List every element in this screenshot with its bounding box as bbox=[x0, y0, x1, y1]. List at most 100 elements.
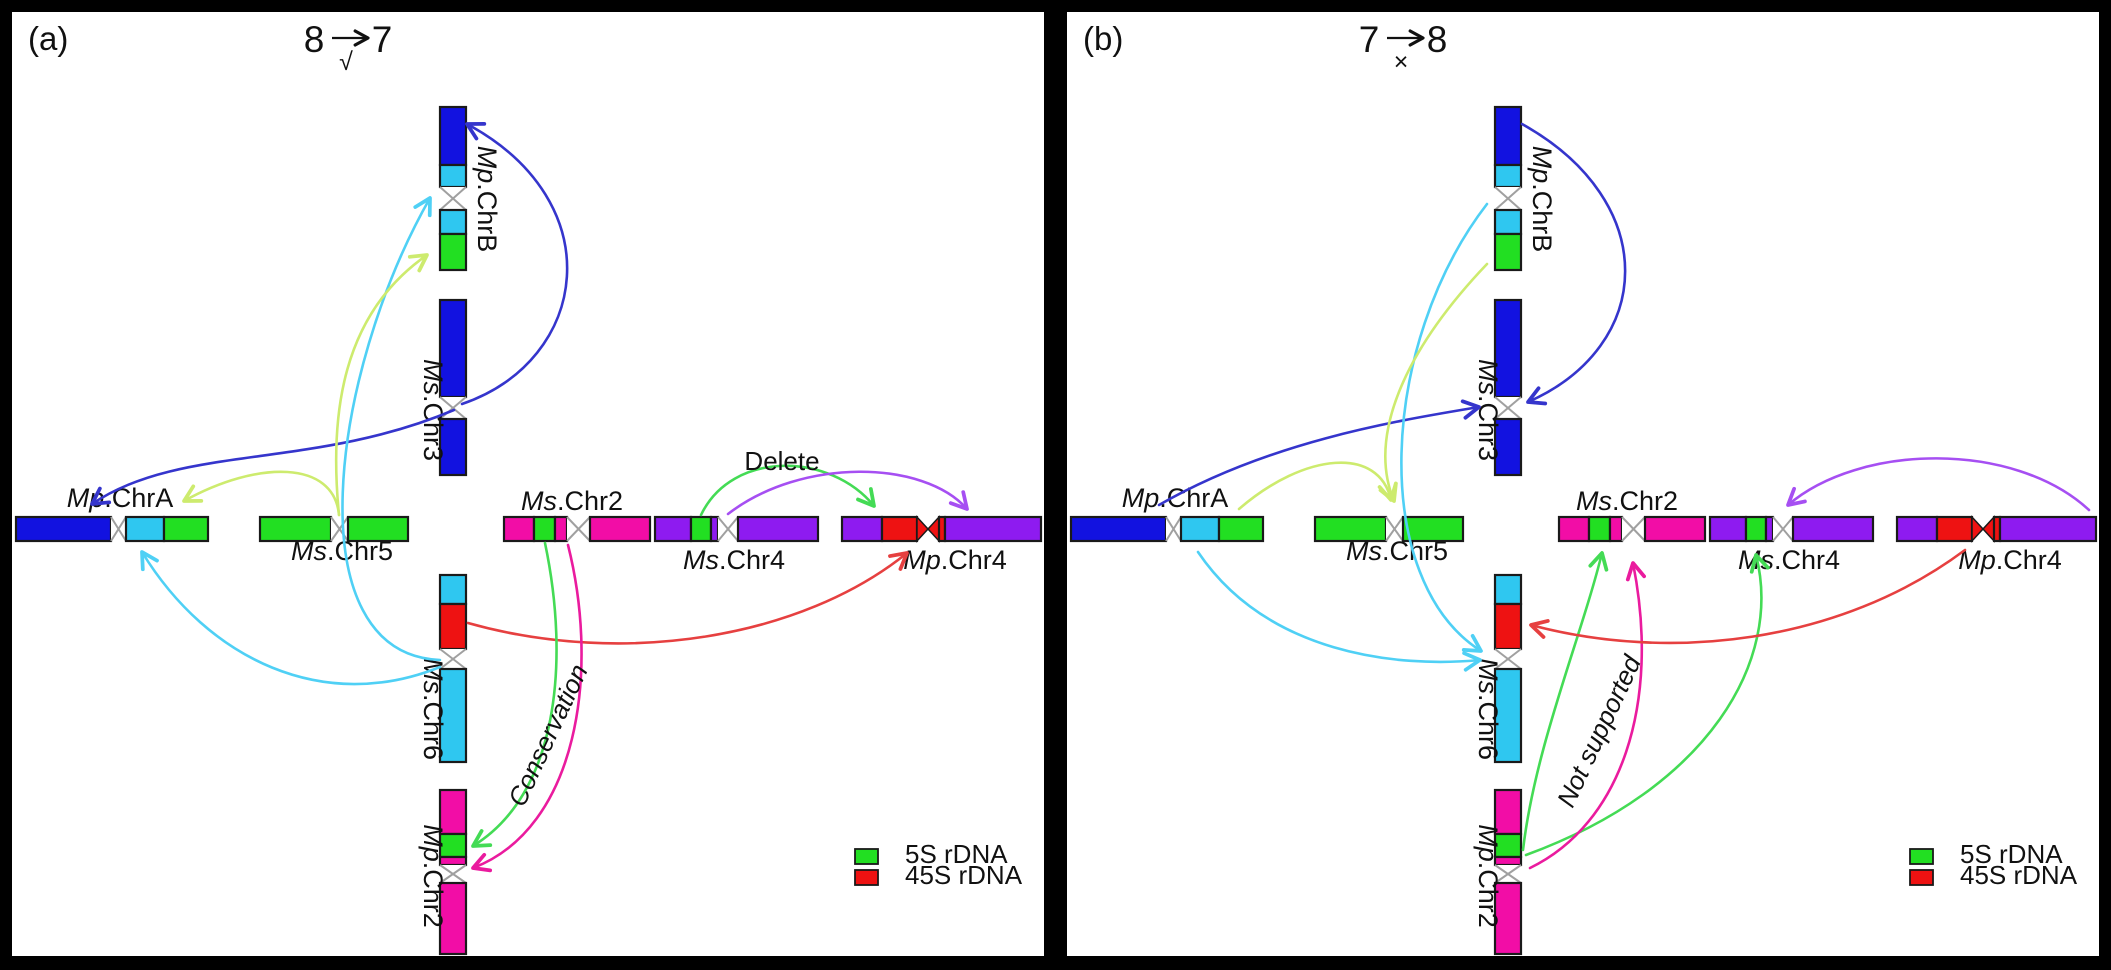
chromosome-mp-chrb bbox=[1493, 105, 1523, 272]
legend-swatch-red bbox=[854, 869, 879, 886]
arrow-green-6 bbox=[699, 464, 876, 517]
centromere-x-line bbox=[439, 864, 467, 884]
chromosome-mp-chra bbox=[14, 515, 210, 543]
ms-chr4-label: Ms.Chr4 bbox=[683, 545, 785, 575]
arrows-layer bbox=[1157, 122, 2091, 870]
chromosome-segment-blue bbox=[1069, 515, 1168, 543]
arrow-yellowgreen-5 bbox=[182, 470, 341, 517]
ms-chr2-label: Ms.Chr2 bbox=[1576, 486, 1678, 516]
chromosome-ms-chr6 bbox=[438, 573, 468, 764]
panel-b: (b) 7 × 8 Mp.ChrB Ms.Chr3 Ms.Chr6 Mp.Chr2 Mp.Chr… bbox=[1063, 8, 2103, 960]
arrow-yellowgreen-4 bbox=[334, 253, 429, 517]
chromosome-segment-green bbox=[346, 515, 410, 543]
chromosome-segment-green bbox=[162, 515, 210, 543]
arrow-cyan-3 bbox=[140, 550, 442, 686]
chromosome-ms-chr2 bbox=[502, 515, 652, 543]
arrow-cyan-2 bbox=[1400, 202, 1489, 653]
chromosome-segment-purple bbox=[943, 515, 1043, 543]
chromosome-segment-blue bbox=[438, 105, 468, 167]
chromosome-segment-magenta bbox=[588, 515, 652, 543]
arrow-magenta-8 bbox=[1528, 561, 1646, 870]
arrow-purple-7 bbox=[726, 470, 969, 516]
chromosome-mp-chr2 bbox=[1493, 788, 1523, 956]
arrow-red-9 bbox=[1529, 548, 1967, 645]
title-from-count: 7 bbox=[1359, 19, 1380, 60]
arrow-cyan-2 bbox=[341, 196, 442, 662]
chromosome-segment-red bbox=[880, 515, 919, 543]
chromosome-segment-green bbox=[438, 232, 468, 272]
centromere-x-line bbox=[1494, 186, 1522, 211]
chromosome-segment-green bbox=[1744, 515, 1768, 543]
chromosome-segment-green bbox=[1217, 515, 1265, 543]
chromosome-segment-green bbox=[1493, 232, 1523, 272]
ms-chr3-label: Ms.Chr3 bbox=[1473, 359, 1503, 461]
chromosome-segment-cyan bbox=[1179, 515, 1221, 543]
mp-chra-label: Mp.ChrA bbox=[67, 483, 174, 513]
chromosome-segment-magenta bbox=[438, 788, 468, 836]
centromere-x-line bbox=[439, 648, 467, 670]
centromere-x-line bbox=[1621, 516, 1646, 542]
chromosome-segment-cyan bbox=[1493, 208, 1523, 236]
mp-chr4-label: Mp.Chr4 bbox=[903, 545, 1007, 575]
mp-chr2-label: Mp.Chr2 bbox=[418, 824, 448, 928]
chromosome-segment-purple bbox=[840, 515, 884, 543]
panel-tag: (a) bbox=[28, 20, 68, 57]
chromosome-segment-cyan bbox=[438, 208, 468, 236]
arrow-red-8 bbox=[466, 551, 909, 645]
chromosome-segment-magenta bbox=[502, 515, 536, 543]
chromosome-segment-cyan bbox=[438, 667, 468, 764]
annotation-conservation: Conservation bbox=[502, 659, 594, 811]
chromosome-segment-purple bbox=[1895, 515, 1939, 543]
arrow-magenta-10 bbox=[471, 543, 583, 873]
arrow-purple-10 bbox=[1786, 457, 2091, 512]
arrow-green-6 bbox=[1521, 551, 1609, 852]
chromosome-segment-cyan bbox=[438, 573, 468, 606]
chromosome-segment-cyan bbox=[1493, 667, 1523, 764]
legend-swatch-red bbox=[1909, 869, 1934, 886]
chromosome-segment-green bbox=[1587, 515, 1612, 543]
arrows-layer bbox=[90, 122, 969, 873]
ms-chr2-label: Ms.Chr2 bbox=[521, 486, 623, 516]
chromosome-segment-blue bbox=[1493, 105, 1523, 167]
panel-a: (a) 8 √ 7 Mp.ChrB Ms.Chr3 Ms.Chr6 Mp.Chr2 Mp.Chr… bbox=[8, 8, 1048, 960]
chromosome-segment-red bbox=[1935, 515, 1974, 543]
ms-chr5-label: Ms.Chr5 bbox=[1346, 536, 1448, 566]
chromosome-segment-green bbox=[532, 515, 557, 543]
chromosome-segment-purple bbox=[1708, 515, 1748, 543]
mp-chr2-label: Mp.Chr2 bbox=[1473, 824, 1503, 928]
chromosome-segment-magenta bbox=[1643, 515, 1707, 543]
legend-label: 45S rDNA bbox=[905, 860, 1023, 890]
centromere-x-line bbox=[1385, 516, 1404, 542]
title-support-mark: √ bbox=[339, 48, 353, 76]
ms-chr4-label: Ms.Chr4 bbox=[1738, 545, 1840, 575]
centromere-x-line bbox=[330, 516, 349, 542]
chromosome-ms-chr4 bbox=[1708, 515, 1875, 543]
centromere-red-constriction bbox=[1971, 515, 1985, 543]
legend-swatch-green bbox=[1909, 848, 1934, 865]
panel-title: 7 × 8 bbox=[1359, 19, 1448, 76]
chromosome-ms-chr5 bbox=[1313, 515, 1465, 543]
centromere-x-line bbox=[110, 516, 127, 542]
chromosome-ms-chr6 bbox=[1493, 573, 1523, 764]
chromosome-segment-red bbox=[438, 602, 468, 651]
arrow-cyan-3 bbox=[1196, 550, 1482, 672]
chromosome-segment-green bbox=[689, 515, 713, 543]
annotation-delete: Delete bbox=[744, 446, 819, 476]
chromosome-segment-cyan bbox=[1493, 573, 1523, 606]
legend-label: 5S rDNA bbox=[1960, 839, 2063, 869]
mp-chr4-label: Mp.Chr4 bbox=[1958, 545, 2062, 575]
chromosome-segment-magenta bbox=[1557, 515, 1591, 543]
chromosome-segment-green bbox=[258, 515, 333, 543]
chromosome-mp-chr4 bbox=[840, 515, 1043, 543]
arrow-yellowgreen-4 bbox=[1378, 262, 1489, 503]
ms-chr6-label: Ms.Chr6 bbox=[1473, 658, 1503, 760]
arrow-blue-1 bbox=[1157, 399, 1481, 507]
chromosome-mp-chr2 bbox=[438, 788, 468, 956]
ms-chr3-label: Ms.Chr3 bbox=[418, 359, 448, 461]
chromosome-segment-blue bbox=[1493, 298, 1523, 399]
panel-title: 8 √ 7 bbox=[304, 19, 393, 76]
title-support-mark: × bbox=[1394, 48, 1409, 76]
chromosome-mp-chr4 bbox=[1895, 515, 2098, 543]
centromere-x-line bbox=[1494, 396, 1522, 420]
